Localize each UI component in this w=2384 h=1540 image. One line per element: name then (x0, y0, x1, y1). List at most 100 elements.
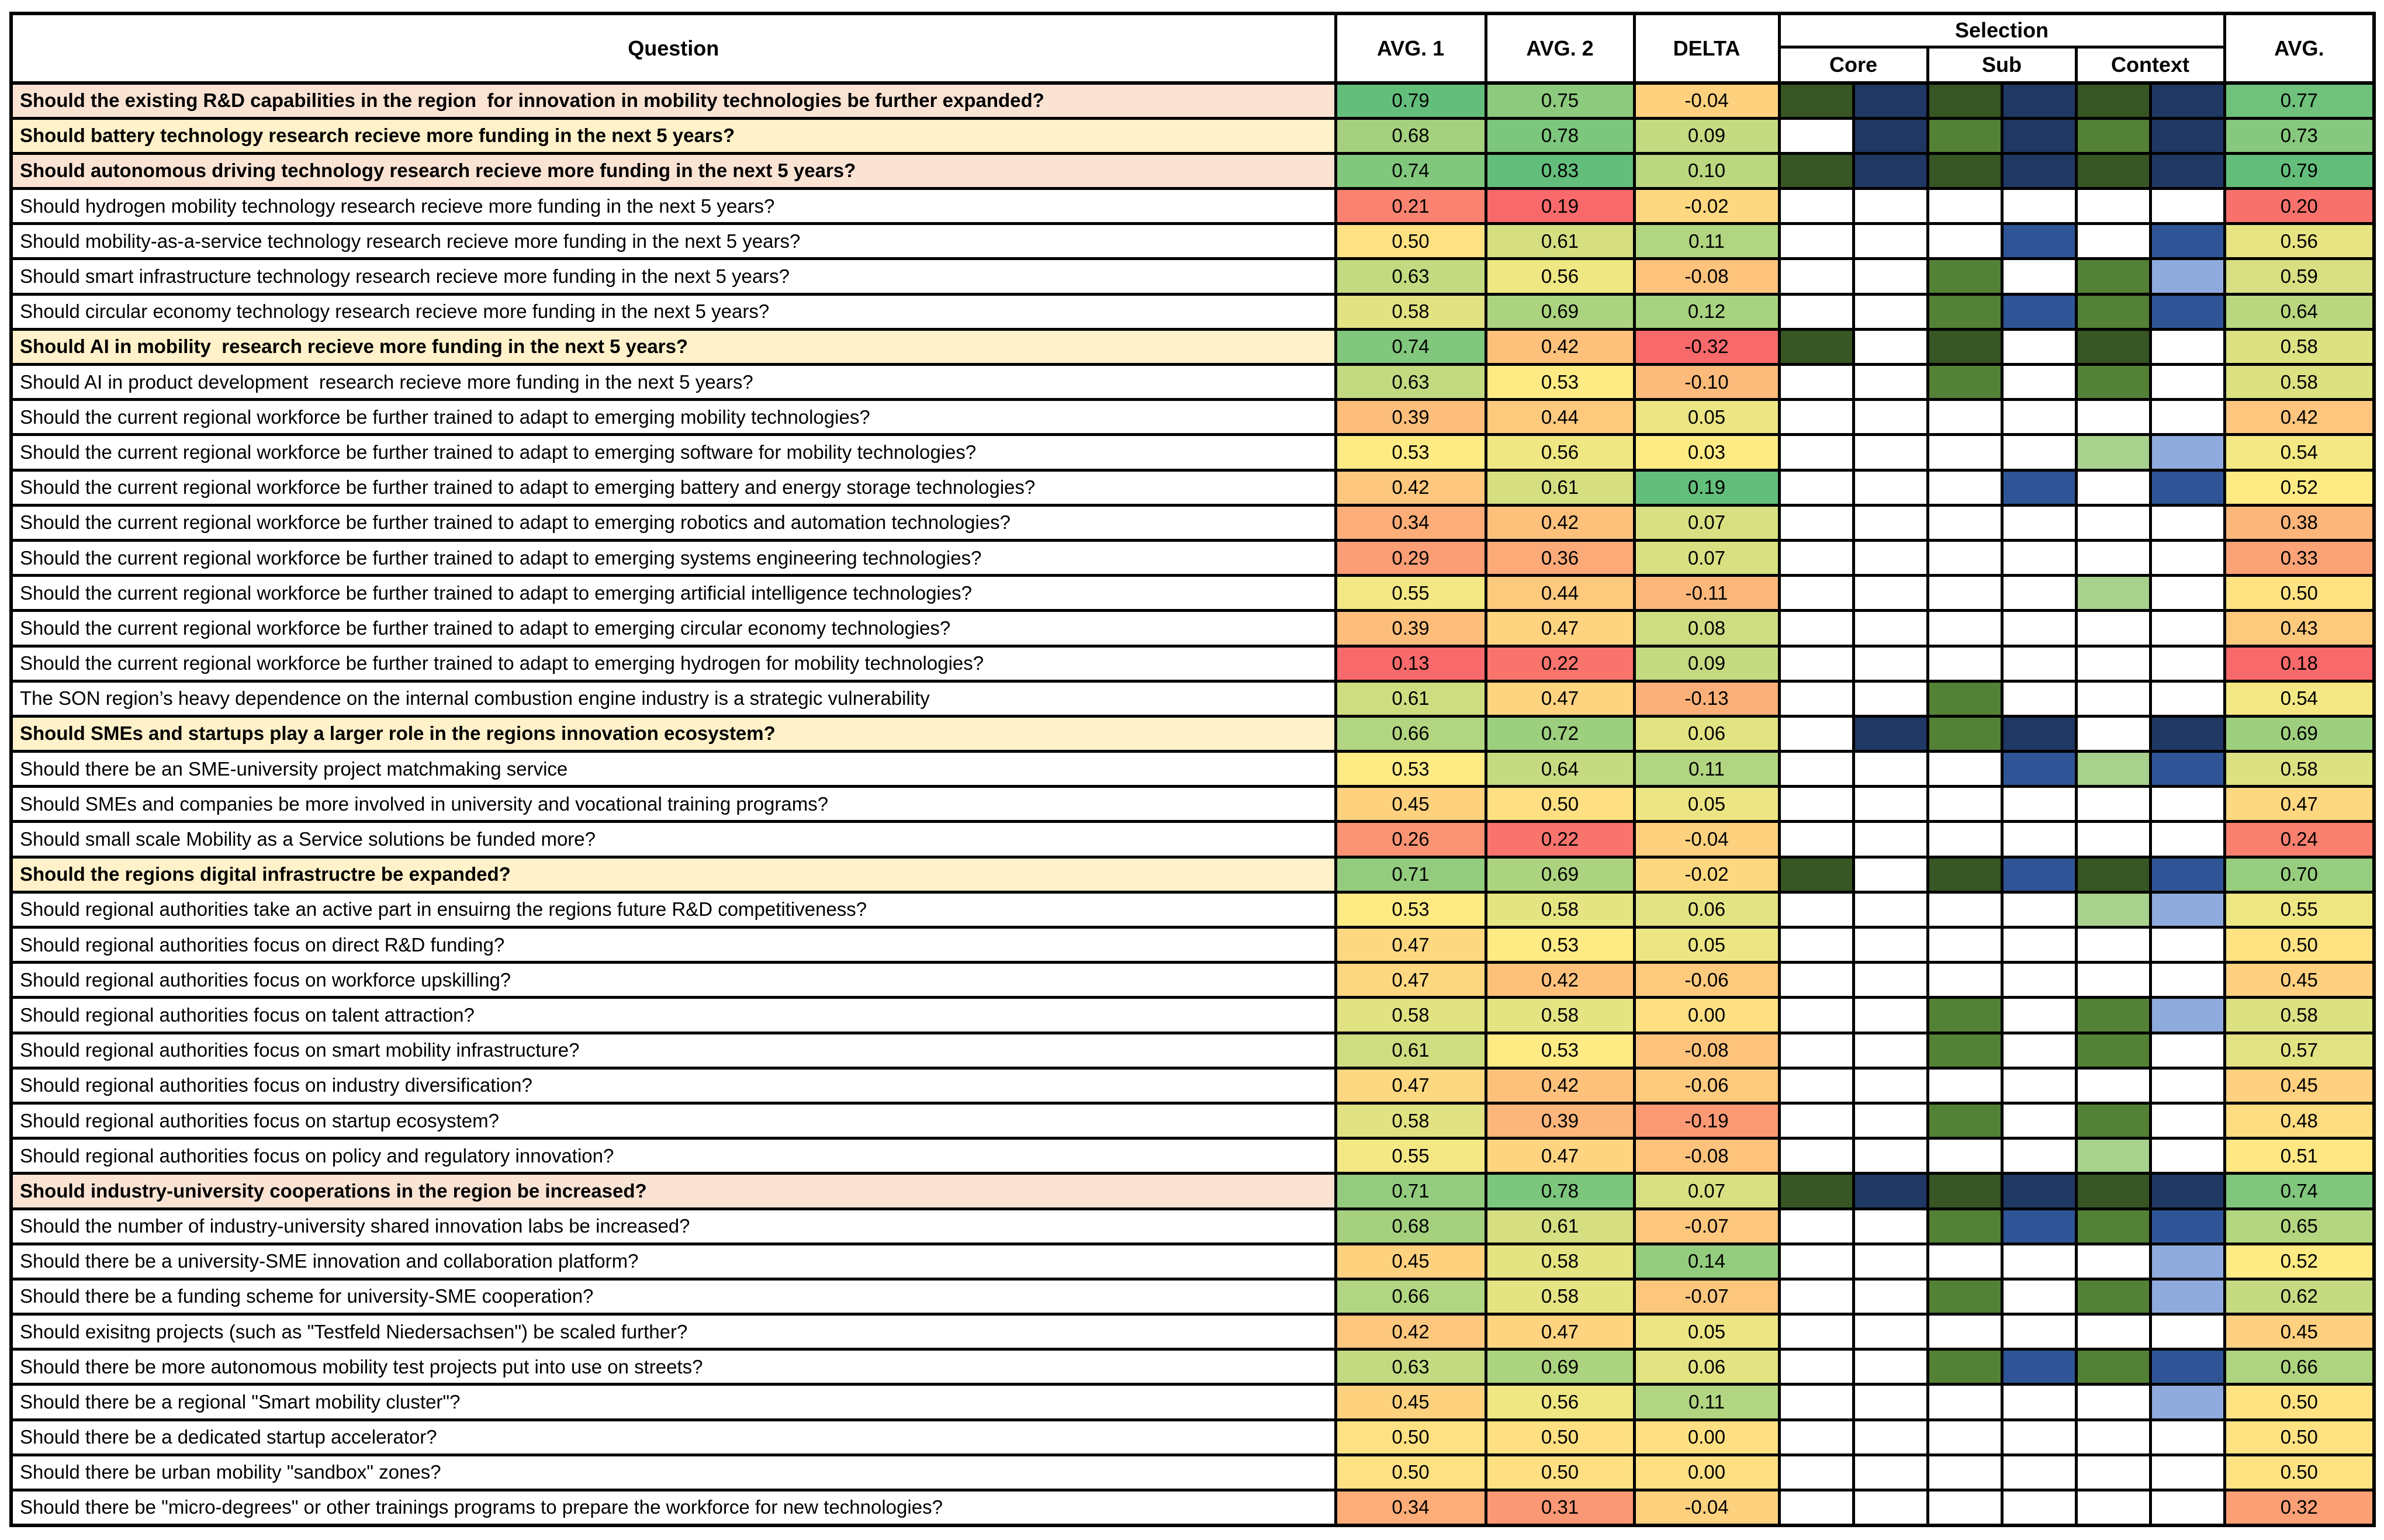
avg2-cell[interactable]: 0.31 (1484, 1488, 1636, 1527)
question-cell[interactable]: Should regional authorities focus on sma… (9, 1031, 1337, 1070)
selection-cell-sub-1[interactable] (1926, 1277, 2004, 1316)
selection-cell-sub-1[interactable] (1926, 644, 2004, 683)
avg2-cell[interactable]: 0.69 (1484, 292, 1636, 331)
selection-cell-sub-1[interactable] (1926, 187, 2004, 226)
selection-cell-context-2[interactable] (2148, 1453, 2226, 1492)
selection-cell-context-1[interactable] (2074, 1172, 2152, 1210)
selection-cell-core-1[interactable] (1777, 820, 1855, 859)
selection-cell-sub-1[interactable] (1926, 820, 2004, 859)
avg1-cell[interactable]: 0.45 (1334, 1242, 1487, 1281)
avg-cell[interactable]: 0.50 (2223, 1453, 2376, 1492)
selection-cell-core-1[interactable] (1777, 362, 1855, 402)
selection-cell-sub-2[interactable] (2000, 574, 2078, 612)
selection-cell-sub-2[interactable] (2000, 679, 2078, 718)
selection-cell-core-2[interactable] (1852, 1488, 1929, 1527)
delta-cell[interactable]: 0.05 (1632, 398, 1781, 437)
selection-cell-context-1[interactable] (2074, 925, 2152, 964)
avg-cell[interactable]: 0.32 (2223, 1488, 2376, 1527)
avg1-cell[interactable]: 0.63 (1334, 257, 1487, 296)
column-header-delta[interactable]: DELTA (1632, 12, 1781, 85)
selection-cell-core-2[interactable] (1852, 1066, 1929, 1105)
selection-cell-context-1[interactable] (2074, 1488, 2152, 1527)
avg1-cell[interactable]: 0.26 (1334, 820, 1487, 859)
selection-cell-sub-1[interactable] (1926, 574, 2004, 612)
selection-cell-sub-1[interactable] (1926, 81, 2004, 120)
selection-cell-context-1[interactable] (2074, 679, 2152, 718)
selection-cell-core-1[interactable] (1777, 222, 1855, 261)
avg2-cell[interactable]: 0.69 (1484, 855, 1636, 894)
column-header-selection[interactable]: Selection (1777, 12, 2226, 49)
selection-cell-context-2[interactable] (2148, 433, 2226, 472)
avg2-cell[interactable]: 0.47 (1484, 1137, 1636, 1175)
avg-cell[interactable]: 0.64 (2223, 292, 2376, 331)
selection-cell-core-1[interactable] (1777, 574, 1855, 612)
avg-cell[interactable]: 0.79 (2223, 151, 2376, 191)
avg1-cell[interactable]: 0.45 (1334, 785, 1487, 823)
selection-cell-context-2[interactable] (2148, 468, 2226, 507)
selection-cell-sub-2[interactable] (2000, 292, 2078, 331)
selection-cell-context-1[interactable] (2074, 1313, 2152, 1351)
selection-cell-context-2[interactable] (2148, 961, 2226, 999)
delta-cell[interactable]: 0.07 (1632, 538, 1781, 577)
question-cell[interactable]: Should regional authorities take an acti… (9, 890, 1337, 929)
selection-cell-context-1[interactable] (2074, 362, 2152, 402)
selection-cell-context-2[interactable] (2148, 820, 2226, 859)
selection-cell-sub-2[interactable] (2000, 609, 2078, 648)
selection-cell-context-2[interactable] (2148, 1101, 2226, 1140)
question-cell[interactable]: Should there be urban mobility "sandbox"… (9, 1453, 1337, 1492)
avg-cell[interactable]: 0.54 (2223, 679, 2376, 718)
delta-cell[interactable]: 0.00 (1632, 1453, 1781, 1492)
selection-cell-context-2[interactable] (2148, 1488, 2226, 1527)
selection-cell-context-1[interactable] (2074, 292, 2152, 331)
avg2-cell[interactable]: 0.58 (1484, 996, 1636, 1034)
question-cell[interactable]: Should regional authorities focus on pol… (9, 1137, 1337, 1175)
question-cell[interactable]: Should the current regional workforce be… (9, 609, 1337, 648)
selection-cell-context-1[interactable] (2074, 644, 2152, 683)
delta-cell[interactable]: 0.12 (1632, 292, 1781, 331)
question-cell[interactable]: Should there be a funding scheme for uni… (9, 1277, 1337, 1316)
avg1-cell[interactable]: 0.39 (1334, 398, 1487, 437)
delta-cell[interactable]: -0.19 (1632, 1101, 1781, 1140)
selection-cell-core-1[interactable] (1777, 1172, 1855, 1210)
delta-cell[interactable]: -0.04 (1632, 81, 1781, 120)
question-cell[interactable]: Should the current regional workforce be… (9, 433, 1337, 472)
avg1-cell[interactable]: 0.47 (1334, 925, 1487, 964)
selection-cell-context-2[interactable] (2148, 750, 2226, 788)
selection-cell-core-1[interactable] (1777, 292, 1855, 331)
selection-cell-sub-2[interactable] (2000, 503, 2078, 542)
avg1-cell[interactable]: 0.66 (1334, 714, 1487, 753)
column-header-core[interactable]: Core (1777, 45, 1929, 85)
avg1-cell[interactable]: 0.21 (1334, 187, 1487, 226)
question-cell[interactable]: Should the existing R&D capabilities in … (9, 81, 1337, 120)
selection-cell-sub-2[interactable] (2000, 1418, 2078, 1456)
selection-cell-core-1[interactable] (1777, 327, 1855, 366)
avg1-cell[interactable]: 0.71 (1334, 1172, 1487, 1210)
selection-cell-sub-1[interactable] (1926, 1207, 2004, 1245)
delta-cell[interactable]: 0.00 (1632, 1418, 1781, 1456)
selection-cell-core-2[interactable] (1852, 855, 1929, 894)
selection-cell-context-2[interactable] (2148, 1172, 2226, 1210)
selection-cell-core-1[interactable] (1777, 785, 1855, 823)
avg2-cell[interactable]: 0.58 (1484, 890, 1636, 929)
avg2-cell[interactable]: 0.47 (1484, 1313, 1636, 1351)
avg2-cell[interactable]: 0.47 (1484, 609, 1636, 648)
selection-cell-sub-2[interactable] (2000, 925, 2078, 964)
selection-cell-core-2[interactable] (1852, 327, 1929, 366)
delta-cell[interactable]: 0.00 (1632, 996, 1781, 1034)
question-cell[interactable]: Should battery technology research recie… (9, 116, 1337, 155)
selection-cell-core-2[interactable] (1852, 609, 1929, 648)
avg2-cell[interactable]: 0.64 (1484, 750, 1636, 788)
selection-cell-context-1[interactable] (2074, 151, 2152, 191)
avg2-cell[interactable]: 0.42 (1484, 327, 1636, 366)
question-cell[interactable]: Should there be a regional "Smart mobili… (9, 1383, 1337, 1421)
selection-cell-sub-2[interactable] (2000, 1207, 2078, 1245)
question-cell[interactable]: Should SMEs and companies be more involv… (9, 785, 1337, 823)
avg2-cell[interactable]: 0.42 (1484, 1066, 1636, 1105)
selection-cell-sub-2[interactable] (2000, 257, 2078, 296)
delta-cell[interactable]: 0.11 (1632, 750, 1781, 788)
selection-cell-context-2[interactable] (2148, 327, 2226, 366)
selection-cell-sub-1[interactable] (1926, 1066, 2004, 1105)
avg2-cell[interactable]: 0.44 (1484, 398, 1636, 437)
question-cell[interactable]: The SON region’s heavy dependence on the… (9, 679, 1337, 718)
selection-cell-context-1[interactable] (2074, 468, 2152, 507)
